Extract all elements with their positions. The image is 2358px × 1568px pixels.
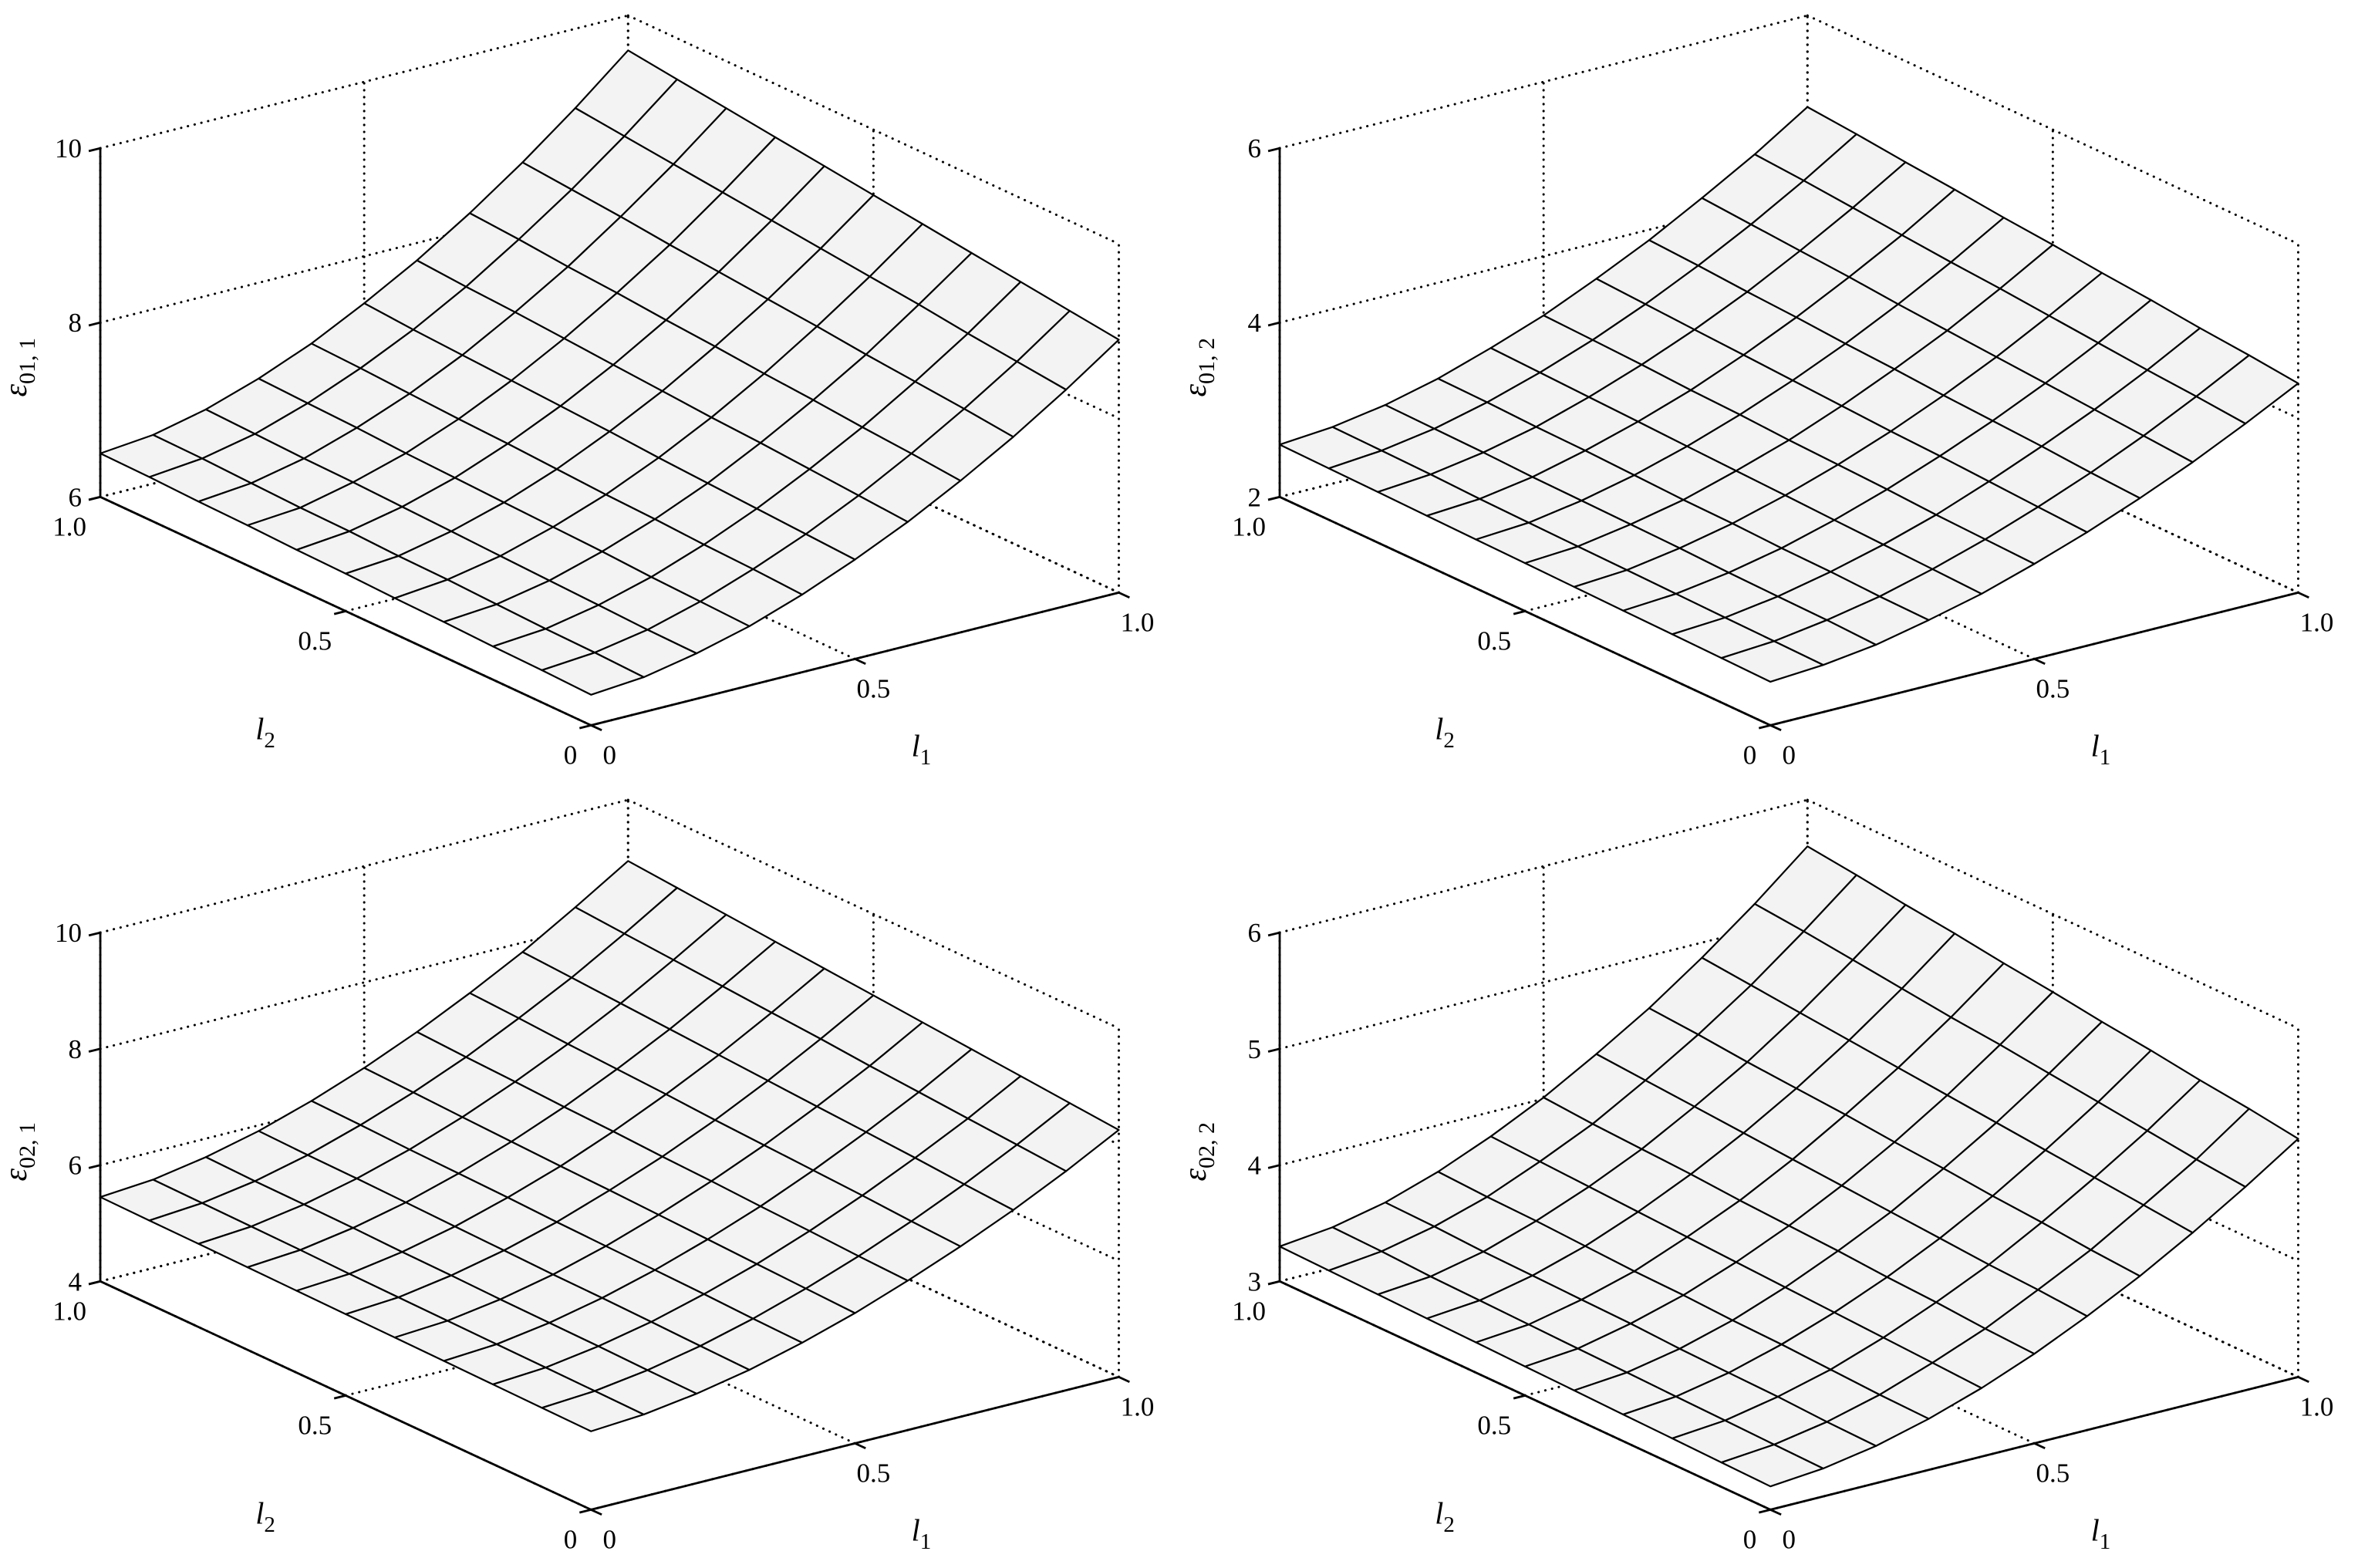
y-tick-label: 0.5: [1477, 626, 1511, 656]
z-axis-label: ε02, 2: [1179, 1121, 1219, 1181]
mesh-face: [541, 1389, 645, 1432]
mesh-surface: [1278, 845, 2299, 1487]
x-tick-label: 1.0: [2299, 607, 2333, 637]
y-tick-label: 0: [1742, 740, 1756, 770]
x-tick-label: 0.5: [856, 673, 890, 703]
axes: [1267, 930, 2309, 1516]
z-axis-label: ε01, 2: [1179, 338, 1219, 397]
x-tick-label: 0: [603, 1524, 617, 1554]
z-tick-label: 2: [1247, 482, 1261, 512]
x-axis-label: l1: [2090, 1512, 2110, 1553]
z-axis-label: ε02, 1: [0, 1121, 40, 1181]
x-tick-label: 0: [1782, 740, 1796, 770]
y-tick-label: 0.5: [298, 626, 332, 656]
z-tick-label: 4: [1247, 1150, 1261, 1180]
x-tick-label: 0.5: [2036, 1458, 2070, 1488]
z-tick-label: 4: [69, 1266, 83, 1297]
z-tick-label: 8: [69, 1034, 83, 1064]
y-tick-label: 0: [564, 1524, 578, 1554]
z-tick-label: 3: [1247, 1266, 1261, 1297]
y-axis-label: l2: [255, 1496, 275, 1536]
mesh-surface: [99, 859, 1120, 1432]
surface-plot-eps-01-2: 0 0.5 1.0 0 0.5 1.0 2 4 6 l1 l2 ε01, 2: [1179, 0, 2358, 784]
x-axis-label: l1: [912, 1512, 932, 1553]
axes: [1267, 147, 2309, 732]
x-tick-label: 1.0: [1121, 1391, 1155, 1421]
mesh-face: [1720, 640, 1824, 683]
z-tick-label: 6: [1247, 918, 1261, 948]
x-tick-label: 1.0: [1121, 607, 1155, 637]
x-tick-label: 0.5: [856, 1458, 890, 1488]
surface-plot-eps-02-2: 0 0.5 1.0 0 0.5 1.0 3 4 5 6 l1 l2 ε02, 2: [1179, 784, 2358, 1568]
mesh-surface: [99, 49, 1120, 696]
y-axis-label: l2: [255, 711, 275, 752]
x-tick-label: 1.0: [2299, 1391, 2333, 1421]
z-tick-label: 6: [69, 1150, 83, 1180]
z-tick-label: 5: [1247, 1034, 1261, 1064]
y-tick-label: 1.0: [52, 1296, 86, 1326]
z-tick-label: 8: [69, 308, 83, 338]
surface-plot-eps-02-1: 0 0.5 1.0 0 0.5 1.0 4 6 8 10 l1 l2 ε02, 1: [0, 784, 1179, 1568]
y-tick-label: 0: [1742, 1524, 1756, 1554]
z-axis-label: ε01, 1: [0, 338, 40, 397]
mesh-surface: [1278, 106, 2299, 683]
x-tick-label: 0: [1782, 1524, 1796, 1554]
mesh-face: [1720, 1443, 1824, 1487]
z-tick-label: 6: [1247, 133, 1261, 164]
z-tick-label: 10: [55, 133, 82, 164]
y-tick-label: 1.0: [52, 511, 86, 541]
axes: [88, 930, 1130, 1516]
y-tick-label: 1.0: [1232, 1296, 1266, 1326]
z-tick-label: 10: [55, 918, 82, 948]
z-tick-label: 6: [69, 482, 83, 512]
surface-plot-eps-01-1: 0 0.5 1.0 0 0.5 1.0 6 8 10 l1 l2 ε01, 1: [0, 0, 1179, 784]
y-axis-label: l2: [1435, 711, 1455, 752]
y-tick-label: 0.5: [298, 1410, 332, 1440]
y-tick-label: 1.0: [1232, 511, 1266, 541]
z-tick-label: 4: [1247, 308, 1261, 338]
axes: [88, 147, 1130, 732]
mesh-face: [541, 652, 645, 696]
y-tick-label: 0: [564, 740, 578, 770]
x-axis-label: l1: [912, 728, 932, 769]
y-axis-label: l2: [1435, 1496, 1455, 1536]
y-tick-label: 0.5: [1477, 1410, 1511, 1440]
x-axis-label: l1: [2090, 728, 2110, 769]
x-tick-label: 0: [603, 740, 617, 770]
x-tick-label: 0.5: [2036, 673, 2070, 703]
